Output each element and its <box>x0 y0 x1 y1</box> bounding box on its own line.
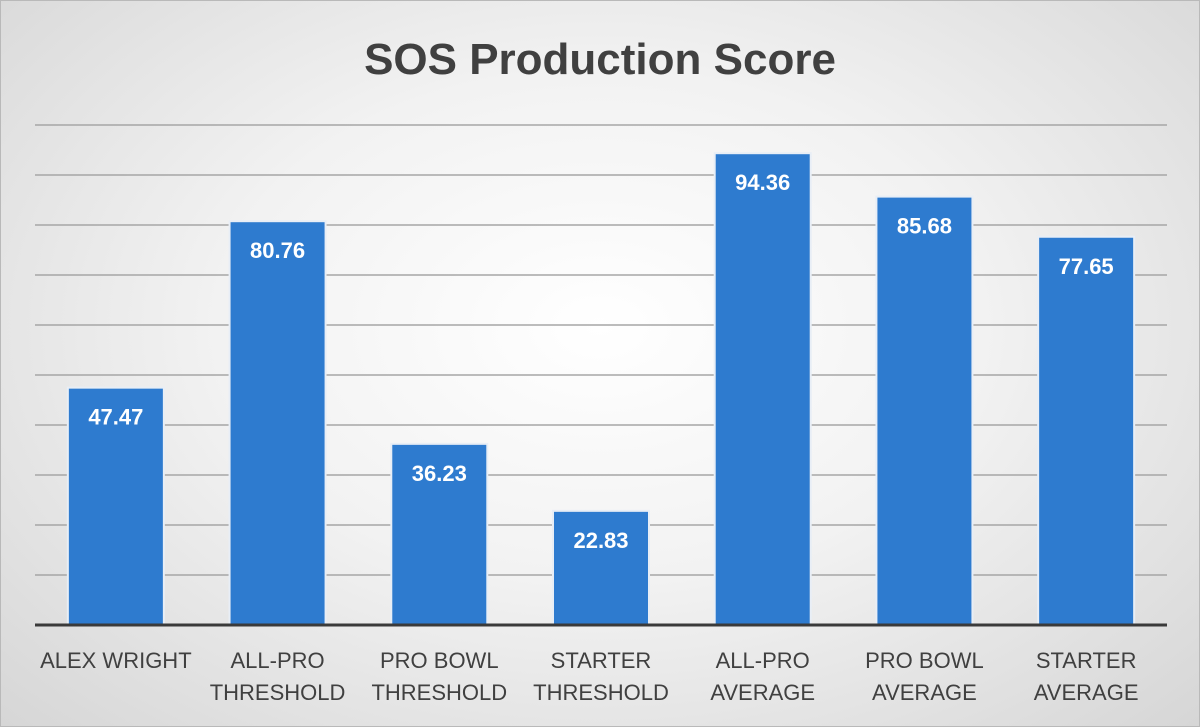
bar <box>228 220 327 626</box>
bar <box>713 152 812 626</box>
category-label: PRO BOWL AVERAGE <box>865 648 984 705</box>
bar <box>66 386 165 626</box>
category-label: PRO BOWL THRESHOLD <box>371 648 507 705</box>
data-label: 94.36 <box>735 170 790 195</box>
category-label: ALEX WRIGHT <box>40 648 192 673</box>
category-label: STARTER THRESHOLD <box>533 648 669 705</box>
bar <box>875 195 974 626</box>
data-label: 80.76 <box>250 238 305 263</box>
chart-title: SOS Production Score <box>364 35 836 84</box>
category-label: ALL-PRO THRESHOLD <box>210 648 346 705</box>
category-label: STARTER AVERAGE <box>1034 648 1139 705</box>
data-label: 36.23 <box>412 461 467 486</box>
bar <box>1037 235 1136 626</box>
category-label: ALL-PRO AVERAGE <box>710 648 815 705</box>
data-label: 22.83 <box>573 528 628 553</box>
data-labels: 47.47 80.76 36.23 22.83 94.36 85.68 77.65 <box>88 170 1113 553</box>
data-label: 85.68 <box>897 214 952 239</box>
category-labels: ALEX WRIGHT ALL-PRO THRESHOLD PRO BOWL THRES… <box>40 648 1138 705</box>
data-label: 47.47 <box>88 405 143 430</box>
bar <box>390 442 489 626</box>
gridlines <box>35 124 1167 576</box>
bars <box>66 152 1136 627</box>
data-label: 77.65 <box>1059 254 1114 279</box>
